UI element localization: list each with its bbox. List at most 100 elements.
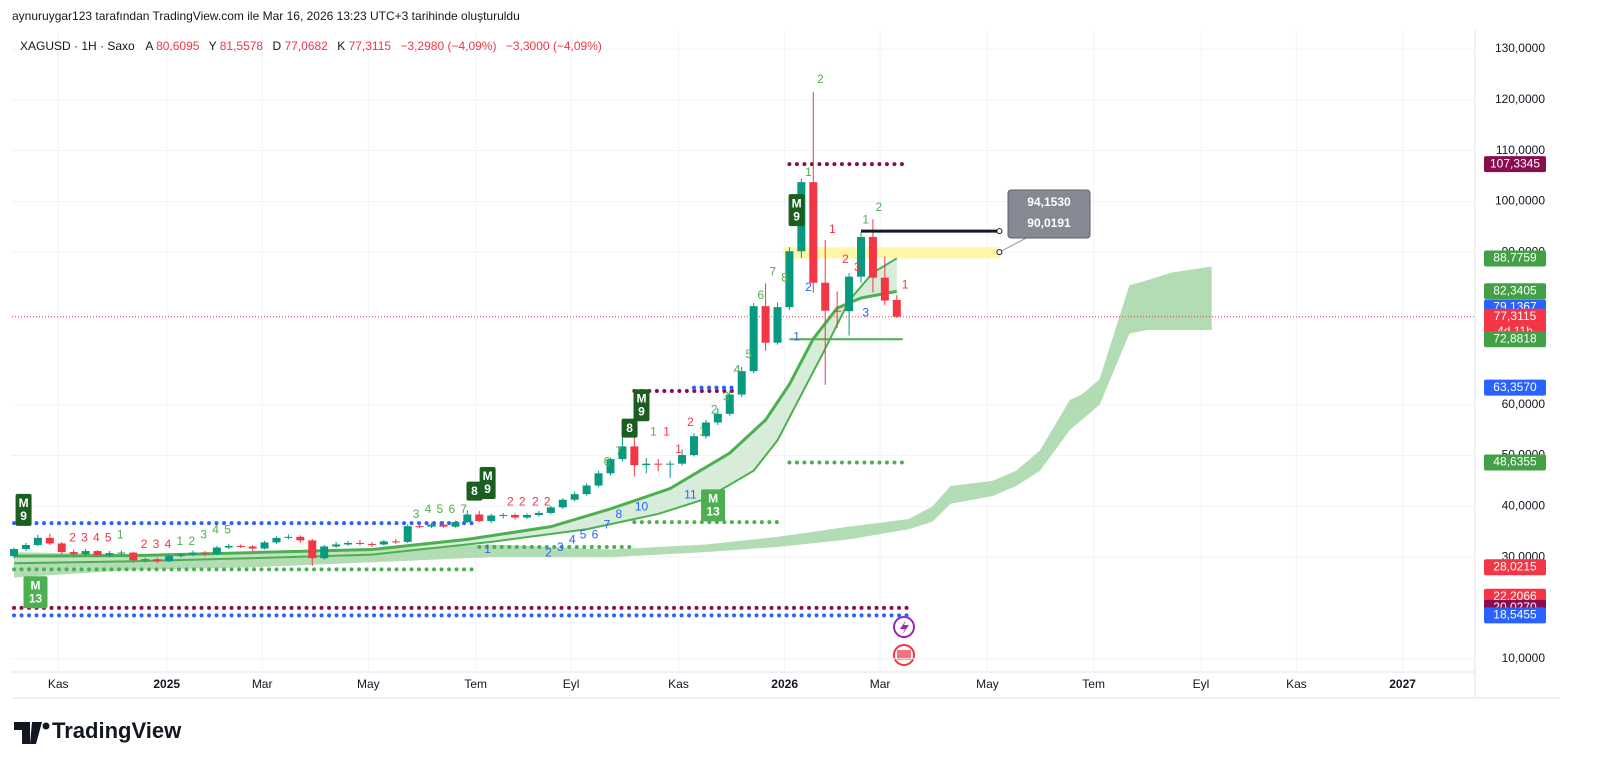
candle-body — [522, 514, 531, 518]
candle-body — [153, 559, 162, 562]
moving-average — [14, 289, 898, 558]
candle-body — [177, 554, 186, 557]
count-label: 1 — [484, 542, 491, 556]
badge-text: M — [708, 491, 718, 505]
candle-body — [117, 552, 126, 554]
count-label: 5 — [580, 527, 587, 541]
count-label: 4 — [425, 502, 432, 516]
count-label: 5 — [105, 531, 112, 545]
candle-body — [439, 524, 448, 527]
count-label: 7 — [615, 444, 622, 458]
callout-line — [999, 235, 1031, 253]
y-tick-label: 10,0000 — [1502, 651, 1546, 665]
price-marker — [1484, 454, 1546, 471]
candle-body — [868, 237, 877, 278]
badge — [466, 481, 483, 501]
count-label: 4 — [212, 522, 219, 536]
price-marker — [1484, 283, 1546, 300]
x-tick-label: Mar — [870, 677, 891, 691]
x-tick-label: May — [357, 677, 380, 691]
candle-body — [57, 543, 66, 553]
count-label: 10 — [635, 500, 649, 514]
candle-body — [773, 307, 782, 343]
badge-text: M — [19, 496, 29, 510]
badge-text: 8 — [626, 421, 633, 435]
zone — [783, 247, 1000, 259]
candle-body — [93, 551, 102, 556]
candle-body — [737, 371, 746, 395]
x-tick-label: Mar — [252, 677, 273, 691]
candle-body — [857, 237, 866, 277]
x-tick-label: 2027 — [1389, 677, 1416, 691]
x-tick-label: Tem — [464, 677, 487, 691]
candle-body — [427, 524, 436, 527]
candle-body — [475, 514, 484, 522]
candle-body — [81, 551, 90, 555]
x-tick-label: Tem — [1082, 677, 1105, 691]
price-marker-label: 88,7759 — [1493, 251, 1537, 265]
ohlc-value: 80,6095 — [156, 39, 200, 53]
count-label: 4 — [165, 537, 172, 551]
candle-body — [570, 494, 579, 500]
count-label: 8 — [781, 270, 788, 284]
badge-text: M — [792, 196, 802, 210]
candle-body — [630, 446, 639, 466]
price-marker-label: 18,5455 — [1493, 608, 1537, 622]
plot-area — [12, 30, 1475, 672]
count-label: 5 — [224, 522, 231, 536]
count-label: 2 — [188, 534, 195, 548]
count-label: 2 — [545, 545, 552, 559]
candle-body — [880, 277, 889, 301]
y-tick-label: 110,0000 — [1496, 143, 1545, 157]
count-label: 3 — [723, 389, 730, 403]
candle-body — [355, 542, 364, 544]
candle-body — [606, 459, 615, 474]
candle-body — [105, 553, 114, 556]
count-label: 3 — [854, 260, 861, 274]
price-marker — [1484, 559, 1546, 576]
badge — [479, 466, 496, 499]
candle-body — [272, 537, 281, 543]
candle-body — [188, 552, 197, 555]
callout-label: 94,1530 — [1027, 195, 1071, 209]
candle-body — [415, 526, 424, 528]
count-label: 2 — [687, 415, 694, 429]
candle-body — [678, 455, 687, 464]
count-label: 6 — [448, 502, 455, 516]
candle-body — [165, 556, 174, 562]
candle-body — [654, 463, 663, 465]
candle-body — [594, 473, 603, 486]
x-tick-label: Eyl — [1193, 677, 1210, 691]
badge-text: M — [31, 578, 41, 592]
count-label: 1 — [117, 527, 124, 541]
count-label: 2 — [532, 494, 539, 508]
change: −3,2980 (−4,09%) — [400, 39, 497, 53]
count-label: 3 — [81, 531, 88, 545]
candle-body — [701, 422, 710, 437]
credit-text: aynuruygar123 tarafından TradingView.com… — [12, 9, 520, 23]
flag-icon — [897, 650, 911, 660]
candle-body — [45, 537, 54, 544]
candle-body — [344, 542, 353, 545]
price-marker — [1484, 607, 1546, 624]
ma-band — [14, 258, 897, 564]
candle-body — [391, 541, 400, 543]
candle-body — [33, 537, 42, 545]
badge-text: 9 — [793, 209, 800, 223]
count-label: 2 — [876, 200, 883, 214]
candle-body — [200, 552, 209, 555]
count-label: 6 — [592, 527, 599, 541]
ohlc-value: 77,0682 — [284, 39, 328, 53]
x-tick-label: Eyl — [563, 677, 580, 691]
count-label: 3 — [200, 527, 207, 541]
count-label: 6 — [757, 288, 764, 302]
count-label: 11 — [684, 487, 697, 501]
candle-body — [308, 540, 317, 559]
price-marker — [1484, 156, 1546, 173]
price-marker-label: 77,3115 — [1494, 309, 1537, 323]
candle-body — [212, 547, 221, 555]
x-tick-label: 2025 — [153, 677, 180, 691]
count-label: 3 — [153, 537, 160, 551]
count-label: 2 — [711, 402, 718, 416]
